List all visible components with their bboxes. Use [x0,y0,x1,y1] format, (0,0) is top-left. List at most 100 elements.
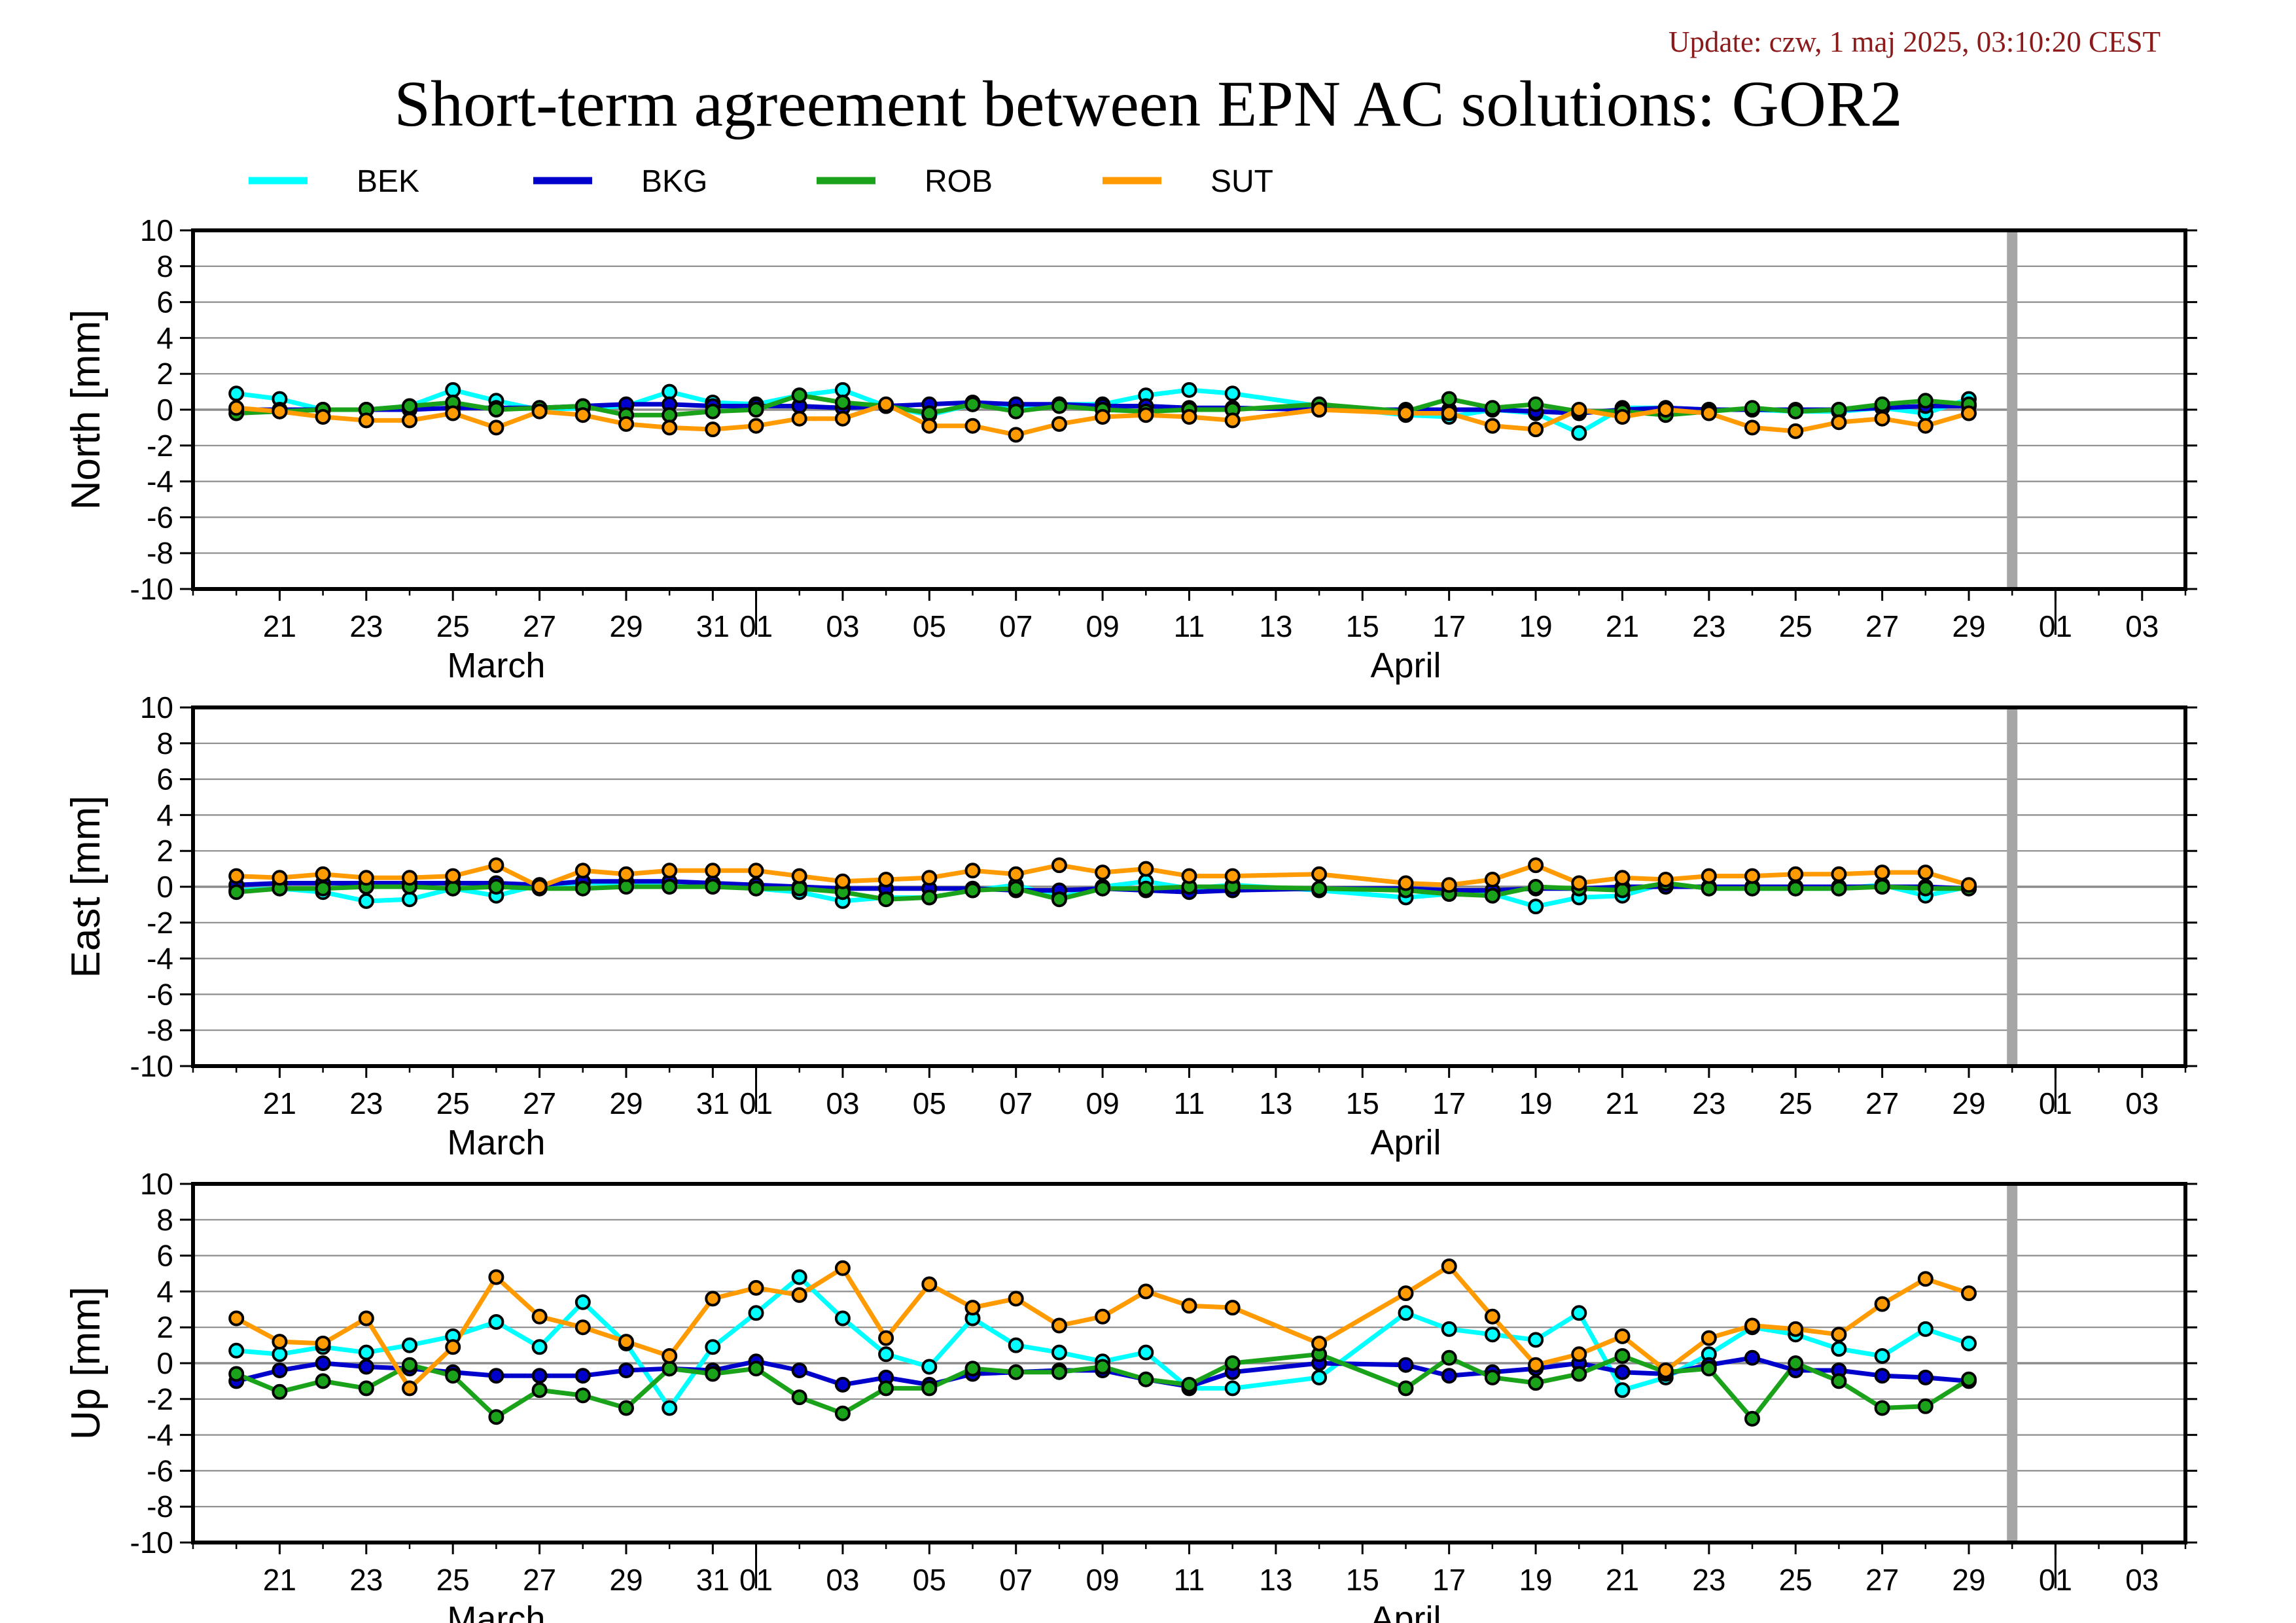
x-tick-label: 31 [696,1563,730,1597]
data-point-bek [228,385,245,402]
data-point-sut [1961,1285,1977,1302]
month-label: March [447,646,545,685]
data-point-sut [1701,405,1717,421]
data-point-sut [1744,419,1760,436]
y-tick-label: -10 [130,1525,173,1560]
data-point-bkg [1398,1357,1414,1373]
x-tick-label: 21 [1606,609,1639,643]
data-point-rob [748,1361,764,1377]
data-point-rob [1917,393,1934,409]
data-point-sut [1008,427,1024,443]
data-point-rob [1788,1355,1804,1371]
data-point-sut [1484,1308,1500,1325]
data-point-sut [272,403,288,419]
data-point-sut [1051,857,1067,874]
data-point-rob [618,1400,634,1416]
data-point-rob [1095,1359,1111,1375]
data-point-sut [531,1308,548,1325]
data-point-sut [402,1380,417,1397]
data-point-rob [1874,879,1890,895]
data-point-sut [228,1310,245,1327]
data-point-sut [488,1269,504,1285]
data-point-rob [228,1366,245,1382]
data-point-rob [1528,879,1544,895]
y-tick-label: 2 [156,834,173,868]
data-point-bkg [1614,1364,1631,1380]
x-tick-label: 29 [609,1086,643,1120]
data-point-bek [1224,1380,1241,1397]
data-point-sut [402,412,417,429]
data-point-bek [1224,385,1241,402]
data-point-rob [1224,1355,1241,1371]
data-point-sut [791,868,807,884]
data-point-sut [921,870,938,886]
data-point-sut [705,863,721,879]
data-point-bek [1571,425,1587,441]
x-tick-label: 23 [349,1086,383,1120]
data-point-sut [1051,416,1067,432]
data-point-sut [1311,866,1328,882]
legend-label-rob: ROB [925,164,993,199]
data-point-rob [1744,400,1760,416]
data-point-rob [1744,880,1760,897]
legend-label-sut: SUT [1210,164,1273,199]
x-tick-label: 17 [1432,609,1466,643]
plot-frame [191,1182,2187,1544]
data-point-sut [1008,1291,1024,1307]
x-tick-label: 03 [2125,1563,2159,1597]
x-tick-label: 13 [1259,609,1292,643]
data-point-sut [791,410,807,427]
data-point-bek [1311,1369,1328,1385]
y-tick-label: -6 [147,1454,173,1488]
data-point-sut [1398,405,1414,421]
x-tick-label: 07 [999,1086,1033,1120]
data-point-rob [662,1361,678,1377]
data-point-rob [964,396,981,412]
data-point-rob [1138,880,1154,897]
x-tick-label: 23 [1692,1563,1725,1597]
data-point-sut [1874,865,1890,881]
y-tick-label: -2 [147,1382,173,1416]
x-tick-label: 13 [1259,1563,1292,1597]
data-point-bek [1528,1332,1544,1348]
chart-title: Short-term agreement between EPN AC solu… [394,67,1902,140]
x-tick-label: 23 [349,609,383,643]
data-point-sut [834,873,851,889]
x-tick-label: 23 [349,1563,383,1597]
data-point-sut [1441,877,1457,893]
data-point-rob [1571,1366,1587,1382]
data-point-sut [878,872,894,887]
x-tick-label: 25 [436,1086,470,1120]
x-tick-label: 23 [1692,609,1725,643]
data-point-rob [964,882,981,899]
x-tick-label: 03 [826,1563,859,1597]
y-tick-label: 2 [156,1310,173,1344]
data-point-sut [1181,1298,1197,1314]
data-point-bek [1008,1337,1024,1353]
data-point-bek [834,1310,851,1327]
x-tick-label: 29 [1952,609,1985,643]
data-point-sut [272,870,288,886]
data-point-rob [1484,400,1500,416]
data-point-sut [878,396,894,412]
data-point-bek [921,1359,938,1375]
data-point-sut [574,1319,591,1336]
y-axis-label: Up [mm] [63,1287,109,1440]
data-point-sut [1528,857,1544,874]
data-point-sut [1744,868,1760,884]
y-tick-label: 4 [156,798,173,832]
data-point-sut [1961,405,1977,421]
data-point-rob [531,1382,548,1399]
x-tick-label: 05 [913,609,946,643]
data-point-sut [1571,1346,1587,1363]
data-point-sut [705,421,721,438]
data-point-sut [662,419,678,436]
data-point-rob [705,879,721,895]
y-tick-label: -4 [147,1418,173,1452]
x-tick-label: 25 [1779,1563,1812,1597]
y-tick-label: -10 [130,1049,173,1083]
data-point-bkg [834,1376,851,1393]
data-point-bek [1181,382,1197,398]
data-point-bek [402,1337,417,1353]
